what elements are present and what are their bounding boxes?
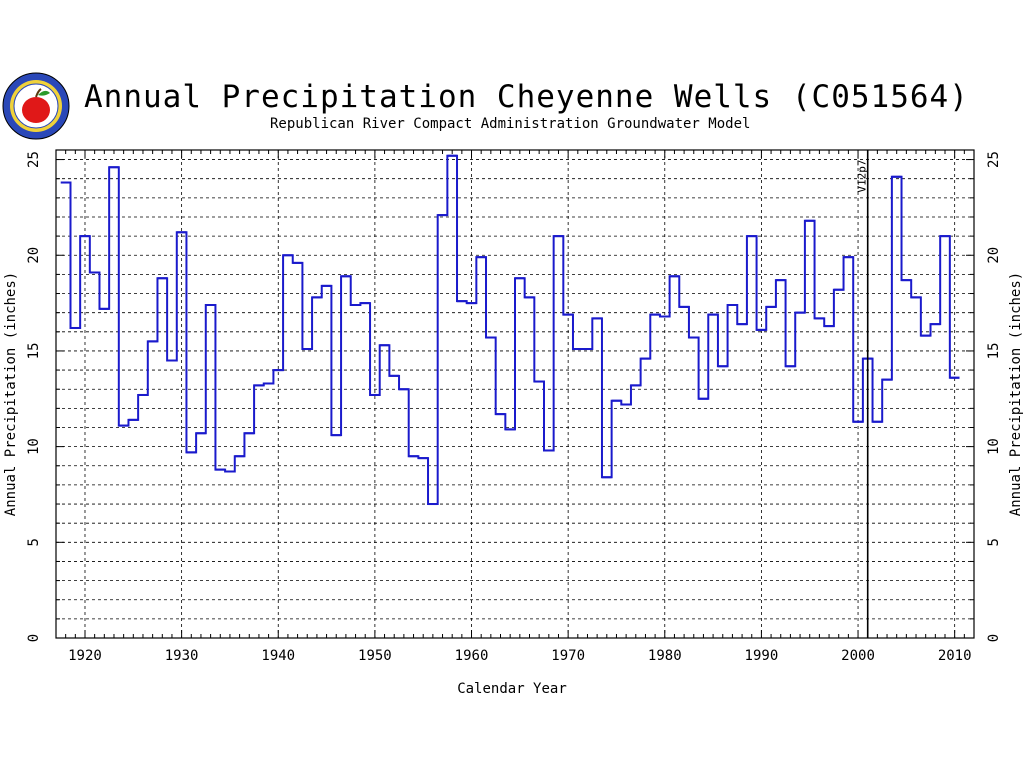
x-tick-label: 1980 — [648, 648, 682, 664]
y-tick-label-right: 20 — [986, 247, 1002, 264]
y-tick-label-left: 5 — [26, 538, 42, 546]
x-axis-label: Calendar Year — [457, 681, 567, 697]
annotation-label: V12p7 — [856, 159, 869, 192]
y-tick-label-left: 10 — [26, 438, 42, 455]
y-tick-label-left: 25 — [26, 151, 42, 168]
y-tick-label-left: 20 — [26, 247, 42, 264]
y-tick-labels-right: 0 5 10 15 20 25 — [986, 151, 1002, 642]
x-tick-label: 1930 — [165, 648, 199, 664]
y-tick-label-right: 5 — [986, 538, 1002, 546]
x-tick-label: 2010 — [938, 648, 972, 664]
y-tick-label-left: 0 — [26, 634, 42, 642]
y-tick-label-left: 15 — [26, 343, 42, 360]
x-tick-label: 2000 — [841, 648, 875, 664]
chart-subtitle: Republican River Compact Administration … — [270, 116, 750, 132]
x-tick-label: 1960 — [455, 648, 489, 664]
x-tick-label: 1940 — [261, 648, 295, 664]
x-tick-labels: 1920 1930 1940 1950 1960 1970 1980 1990 2000 2010 — [68, 648, 971, 664]
y-tick-label-right: 10 — [986, 438, 1002, 455]
grid-lines — [56, 150, 974, 638]
y-tick-label-right: 0 — [986, 634, 1002, 642]
state-seal-apple-logo — [2, 72, 70, 140]
chart-title: Annual Precipitation Cheyenne Wells (C05… — [84, 79, 969, 115]
y-axis-label-left: Annual Precipitation (inches) — [3, 272, 19, 516]
series-precipitation — [60, 154, 960, 506]
x-tick-label: 1950 — [358, 648, 392, 664]
annotations: V12p7 — [856, 150, 869, 638]
y-tick-label-right: 25 — [986, 151, 1002, 168]
x-tick-label: 1920 — [68, 648, 102, 664]
plot-frame — [55, 149, 975, 639]
y-axis-label-right: Annual Precipitation (inches) — [1008, 272, 1024, 516]
x-tick-label: 1970 — [551, 648, 585, 664]
x-tick-label: 1990 — [745, 648, 779, 664]
y-tick-labels-left: 0 5 10 15 20 25 — [26, 151, 42, 642]
y-tick-label-right: 15 — [986, 343, 1002, 360]
